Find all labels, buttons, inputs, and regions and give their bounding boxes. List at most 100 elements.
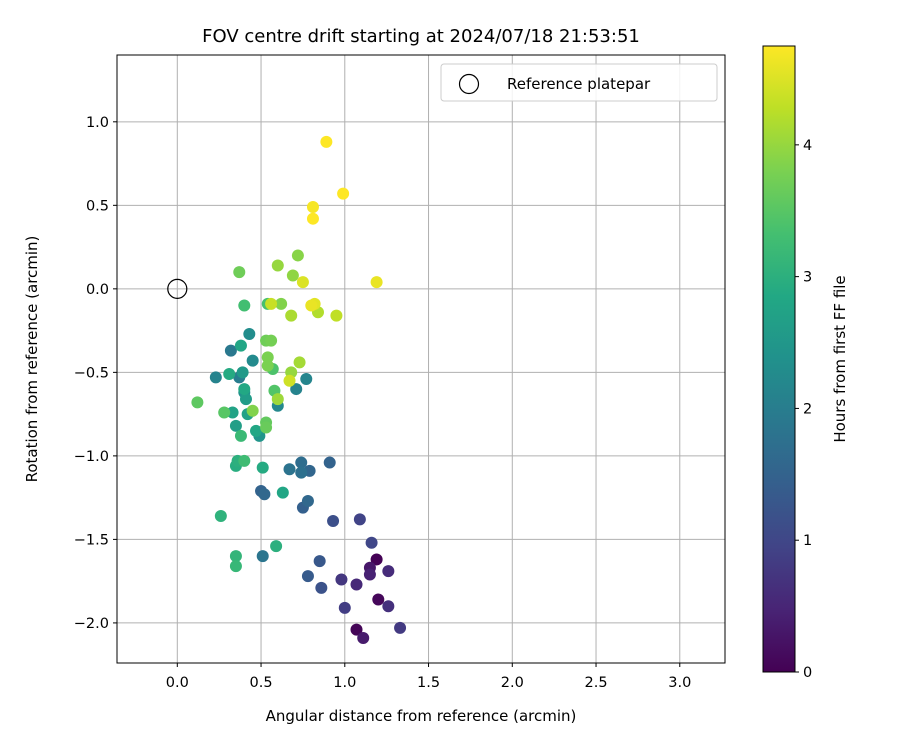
- data-point: [306, 201, 319, 213]
- data-point: [350, 623, 363, 636]
- colorbar-tick-label: 3: [803, 270, 812, 286]
- colorbar: 0 1 2 3 4 Hours from first FF file: [762, 45, 849, 681]
- data-point: [270, 540, 283, 553]
- data-points: [191, 135, 407, 644]
- data-point: [239, 393, 252, 406]
- data-point: [323, 456, 336, 469]
- y-tick-label: 1.0: [86, 115, 109, 131]
- x-tick-label: 1.5: [417, 675, 440, 691]
- data-point: [394, 621, 407, 634]
- colorbar-label: Hours from first FF file: [831, 275, 849, 442]
- data-point: [246, 404, 259, 417]
- y-tick-label: 0.0: [86, 282, 109, 298]
- data-point: [283, 374, 296, 387]
- data-point: [236, 366, 249, 379]
- data-point: [357, 631, 370, 644]
- colorbar-gradient: [762, 45, 796, 673]
- data-point: [229, 550, 242, 563]
- data-point: [370, 553, 383, 566]
- data-point: [283, 463, 296, 476]
- data-point: [327, 515, 340, 528]
- x-tick-label: 1.0: [333, 675, 356, 691]
- data-point: [261, 359, 274, 372]
- x-tick-label: 0.0: [166, 675, 189, 691]
- data-point: [214, 510, 227, 523]
- data-point: [313, 555, 326, 568]
- x-tick-label: 0.5: [250, 675, 273, 691]
- data-point: [191, 396, 204, 409]
- reference-platepar-marker: [167, 278, 188, 299]
- data-point: [229, 560, 242, 573]
- legend-label-reference-platepar: Reference platepar: [507, 75, 651, 93]
- y-axis-label: Rotation from reference (arcmin): [23, 236, 41, 483]
- data-point: [300, 373, 313, 386]
- data-point: [285, 309, 298, 322]
- data-point: [218, 406, 231, 419]
- data-point: [382, 600, 395, 613]
- data-point: [338, 601, 351, 614]
- y-tick-label: 0.5: [86, 198, 109, 214]
- reference-point: [167, 278, 188, 299]
- data-point: [370, 276, 383, 289]
- data-point: [295, 466, 308, 479]
- data-point: [261, 351, 274, 364]
- x-tick-label: 2.5: [584, 675, 607, 691]
- data-point: [271, 259, 284, 272]
- data-point: [234, 429, 247, 442]
- data-point: [229, 419, 242, 432]
- data-point: [256, 550, 269, 563]
- data-point: [260, 421, 273, 434]
- legend-marker-open-circle: [458, 73, 480, 95]
- data-point: [290, 383, 303, 396]
- data-point: [271, 393, 284, 406]
- y-tick-label: −1.5: [74, 532, 109, 548]
- data-point: [305, 299, 318, 312]
- data-point: [295, 456, 308, 469]
- data-point: [238, 454, 251, 467]
- colorbar-tick-label: 0: [803, 665, 812, 681]
- data-point: [335, 573, 348, 586]
- x-axis-ticks: 0.0 0.5 1.0 1.5 2.0 2.5 3.0: [166, 663, 691, 691]
- data-point: [315, 581, 328, 594]
- y-axis-ticks: −2.0 −1.5 −1.0 −0.5 0.0 0.5 1.0: [74, 115, 117, 632]
- x-axis-label: Angular distance from reference (arcmin): [266, 707, 577, 725]
- data-point: [293, 356, 306, 369]
- data-point: [265, 334, 278, 347]
- data-point: [353, 513, 366, 526]
- data-point: [246, 354, 259, 367]
- plot-frame: [116, 54, 726, 664]
- data-point: [350, 578, 363, 591]
- data-point: [275, 297, 288, 310]
- y-tick-label: −0.5: [74, 365, 109, 381]
- data-point: [250, 424, 263, 437]
- chart-title: FOV centre drift starting at 2024/07/18 …: [202, 26, 640, 47]
- data-point: [363, 568, 376, 581]
- data-point: [258, 488, 271, 501]
- data-point: [320, 135, 333, 148]
- x-tick-label: 3.0: [668, 675, 691, 691]
- data-point: [238, 299, 251, 312]
- y-tick-label: −2.0: [74, 616, 109, 632]
- data-point: [238, 383, 251, 396]
- data-point: [223, 368, 236, 381]
- data-point: [234, 339, 247, 352]
- colorbar-tick-label: 4: [803, 138, 812, 154]
- data-point: [337, 187, 350, 200]
- data-point: [296, 276, 309, 289]
- data-point: [291, 249, 304, 262]
- colorbar-tick-label: 2: [803, 401, 812, 417]
- data-point: [382, 565, 395, 578]
- data-point: [256, 461, 269, 474]
- data-point: [233, 266, 246, 279]
- data-point: [224, 344, 237, 357]
- data-point: [226, 406, 239, 419]
- data-point: [372, 593, 385, 606]
- data-point: [265, 297, 278, 310]
- y-tick-label: −1.0: [74, 449, 109, 465]
- data-point: [301, 570, 314, 583]
- data-point: [306, 212, 319, 225]
- data-point: [301, 494, 314, 507]
- data-point: [330, 309, 343, 322]
- legend-box: [440, 63, 718, 102]
